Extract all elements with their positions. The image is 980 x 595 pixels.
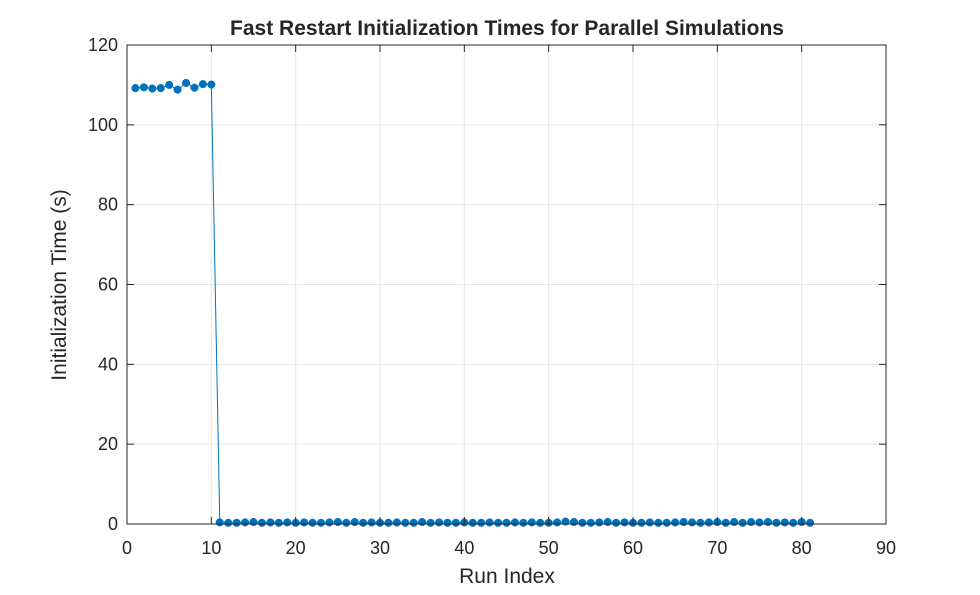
data-point — [696, 518, 705, 527]
x-tick-label: 60 — [623, 538, 643, 558]
data-point — [578, 518, 587, 527]
data-point — [207, 80, 216, 89]
data-point — [553, 518, 562, 527]
data-point — [384, 518, 393, 527]
data-point — [367, 518, 376, 527]
data-point — [300, 518, 309, 527]
data-point — [662, 518, 671, 527]
data-point — [603, 517, 612, 527]
data-point — [704, 518, 713, 527]
data-point — [763, 517, 772, 527]
data-point — [392, 518, 401, 527]
x-tick-label: 50 — [539, 538, 559, 558]
data-point — [418, 517, 427, 527]
x-tick-label: 90 — [876, 538, 896, 558]
data-point — [257, 518, 266, 527]
data-point — [148, 84, 157, 93]
data-point — [738, 518, 747, 527]
data-point — [249, 517, 258, 527]
data-point — [215, 518, 224, 527]
data-point — [426, 518, 435, 527]
data-point — [806, 518, 815, 527]
data-point — [401, 518, 410, 527]
x-tick-label: 30 — [370, 538, 390, 558]
data-point — [333, 517, 342, 527]
data-point — [434, 518, 444, 527]
data-point — [789, 518, 798, 527]
data-point — [519, 518, 528, 527]
data-point — [266, 518, 275, 527]
y-axis-label: Initialization Time (s) — [48, 189, 71, 380]
data-point — [569, 517, 579, 527]
data-point — [198, 80, 207, 89]
data-point — [139, 83, 148, 92]
data-point — [190, 83, 199, 92]
series-line — [135, 82, 811, 524]
data-point — [350, 517, 359, 527]
data-point — [595, 518, 604, 527]
data-point — [494, 518, 503, 527]
data-point — [527, 518, 536, 527]
data-point — [477, 518, 486, 527]
data-point — [359, 518, 368, 527]
x-tick-label: 80 — [792, 538, 812, 558]
x-tick-label: 20 — [286, 538, 306, 558]
y-tick-label: 0 — [108, 514, 118, 534]
data-point — [645, 518, 654, 527]
data-point — [241, 518, 250, 527]
y-tick-label: 80 — [98, 195, 118, 215]
series-layer — [131, 78, 815, 527]
data-point — [730, 517, 739, 527]
chart-title: Fast Restart Initialization Times for Pa… — [230, 17, 784, 40]
data-point — [780, 518, 789, 527]
data-point — [586, 518, 595, 527]
y-tick-label: 60 — [98, 275, 118, 295]
data-point — [721, 518, 730, 527]
data-point — [687, 518, 697, 527]
data-point — [502, 518, 511, 527]
data-point — [325, 518, 334, 527]
data-point — [451, 518, 460, 527]
x-tick-label: 70 — [707, 538, 727, 558]
y-tick-label: 20 — [98, 434, 118, 454]
data-point — [308, 518, 317, 527]
data-point — [232, 518, 241, 527]
x-axis-label: Run Index — [459, 565, 555, 588]
data-point — [274, 518, 283, 527]
y-tick-label: 100 — [88, 115, 118, 135]
data-point — [654, 518, 663, 527]
x-tick-label: 0 — [122, 538, 132, 558]
y-tick-label: 40 — [98, 354, 118, 374]
y-tick-label: 120 — [88, 35, 118, 55]
data-point — [536, 518, 545, 527]
data-point — [510, 518, 519, 527]
axes: 0 10 20 30 40 50 60 70 80 90 0 20 40 60 80 100 120 — [88, 35, 896, 558]
data-point — [468, 518, 477, 527]
grid — [127, 45, 886, 524]
data-point — [485, 518, 494, 527]
data-point — [181, 78, 191, 87]
data-point — [671, 518, 680, 527]
data-point — [316, 518, 326, 527]
x-tick-label: 10 — [201, 538, 221, 558]
data-point — [173, 85, 182, 94]
x-tick-label: 40 — [454, 538, 474, 558]
data-point — [747, 517, 756, 527]
data-point — [131, 84, 140, 93]
data-point — [755, 518, 764, 527]
data-point — [409, 518, 418, 527]
data-point — [224, 518, 233, 527]
data-point — [612, 518, 621, 527]
data-point — [772, 518, 781, 527]
data-point — [342, 518, 351, 527]
data-point — [620, 518, 629, 527]
data-point — [443, 518, 452, 527]
data-point — [283, 518, 292, 527]
data-point — [156, 84, 165, 93]
data-point — [679, 517, 688, 527]
data-point — [637, 518, 646, 527]
data-point — [165, 80, 174, 89]
